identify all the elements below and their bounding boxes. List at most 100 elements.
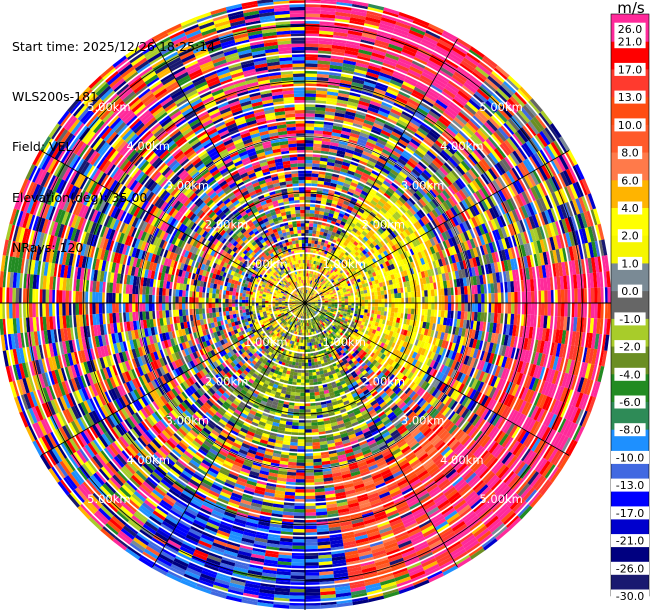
velocity-gate	[334, 233, 340, 238]
velocity-gate	[305, 30, 320, 34]
velocity-gate	[307, 290, 310, 294]
velocity-gate	[382, 126, 393, 134]
velocity-gate	[386, 139, 397, 148]
velocity-gate	[360, 94, 372, 101]
velocity-gate	[454, 40, 470, 52]
velocity-gate	[408, 297, 412, 303]
velocity-gate	[383, 164, 392, 172]
velocity-gate	[473, 284, 478, 295]
velocity-gate	[320, 241, 325, 246]
velocity-gate	[547, 290, 552, 303]
velocity-gate	[361, 172, 370, 179]
velocity-gate	[335, 105, 347, 111]
velocity-gate	[337, 177, 346, 183]
velocity-gate	[305, 126, 315, 131]
velocity-gate	[321, 144, 330, 149]
velocity-gate	[305, 76, 317, 81]
velocity-gate	[429, 84, 443, 94]
velocity-gate	[326, 91, 339, 96]
velocity-gate	[341, 130, 351, 136]
velocity-gate	[391, 131, 402, 139]
velocity-gate	[331, 48, 346, 54]
velocity-gate	[356, 184, 364, 191]
velocity-gate	[334, 255, 339, 260]
velocity-gate	[362, 122, 373, 129]
velocity-gate	[380, 104, 392, 112]
velocity-gate	[339, 137, 349, 143]
velocity-gate	[367, 160, 376, 167]
velocity-gate	[374, 163, 384, 171]
velocity-gate	[437, 39, 454, 50]
velocity-gate	[453, 43, 469, 55]
velocity-gate	[361, 202, 369, 209]
velocity-gate	[370, 172, 379, 180]
velocity-gate	[389, 134, 400, 142]
velocity-gate	[412, 89, 425, 99]
velocity-gate	[340, 206, 347, 212]
velocity-gate	[321, 263, 325, 268]
velocity-gate	[313, 281, 316, 286]
velocity-gate	[349, 91, 361, 98]
velocity-gate	[328, 148, 338, 154]
velocity-gate	[377, 310, 382, 315]
velocity-gate	[416, 107, 429, 116]
velocity-gate	[427, 309, 432, 317]
velocity-gate	[340, 73, 354, 79]
velocity-gate	[383, 59, 397, 67]
velocity-gate	[410, 308, 415, 315]
velocity-gate	[305, 156, 313, 161]
velocity-gate	[363, 23, 380, 30]
velocity-gate	[372, 148, 382, 155]
velocity-gate	[366, 71, 379, 79]
velocity-gate	[364, 196, 373, 203]
velocity-gate	[350, 160, 359, 167]
velocity-gate	[363, 26, 379, 33]
velocity-gate	[326, 94, 338, 100]
velocity-gate	[339, 247, 345, 252]
velocity-gate	[358, 100, 370, 107]
velocity-gate	[305, 26, 320, 31]
velocity-gate	[322, 260, 327, 265]
velocity-gate	[401, 133, 412, 142]
velocity-gate	[311, 257, 315, 261]
velocity-gate	[577, 303, 582, 318]
velocity-gate	[405, 75, 419, 84]
velocity-gate	[364, 19, 380, 27]
velocity-gate	[359, 42, 374, 50]
velocity-gate	[457, 303, 462, 312]
velocity-gate	[312, 281, 315, 285]
velocity-gate	[332, 41, 347, 47]
velocity-gate	[350, 230, 356, 236]
velocity-gate	[374, 295, 379, 300]
velocity-gate	[373, 287, 378, 293]
velocity-gate	[324, 261, 329, 266]
velocity-gate	[394, 307, 398, 313]
velocity-gate	[397, 15, 414, 24]
velocity-gate	[305, 63, 318, 68]
velocity-gate	[425, 29, 441, 40]
velocity-gate	[305, 10, 321, 14]
velocity-gate	[315, 275, 319, 280]
velocity-gate	[457, 311, 462, 320]
velocity-gate	[375, 141, 386, 149]
velocity-gate	[368, 175, 377, 182]
velocity-gate	[320, 7, 336, 12]
velocity-gate	[497, 292, 502, 303]
velocity-gate	[431, 81, 445, 91]
velocity-gate	[314, 213, 320, 218]
velocity-gate	[331, 254, 336, 259]
velocity-gate	[314, 207, 321, 211]
velocity-gate	[399, 54, 414, 63]
velocity-gate	[316, 90, 328, 95]
velocity-gate	[358, 49, 373, 56]
velocity-gate	[367, 138, 377, 145]
velocity-gate	[337, 198, 345, 204]
velocity-gate	[345, 107, 357, 114]
velocity-gate	[342, 203, 349, 209]
velocity-gate	[324, 178, 332, 183]
velocity-gate	[333, 31, 348, 37]
velocity-gate	[457, 294, 462, 303]
velocity-gate	[314, 282, 317, 286]
velocity-gate	[329, 209, 335, 215]
velocity-gate	[317, 261, 321, 266]
